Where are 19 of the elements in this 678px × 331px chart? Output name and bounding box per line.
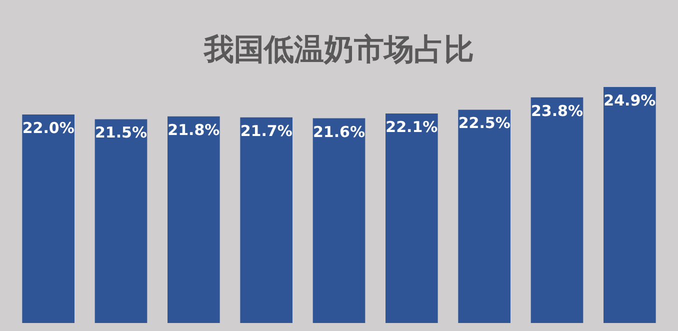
data-label: 21.6% bbox=[312, 122, 366, 141]
bar bbox=[386, 114, 438, 323]
bar bbox=[22, 114, 74, 323]
bar bbox=[604, 87, 656, 323]
data-label: 22.5% bbox=[458, 114, 510, 132]
data-label: 22.0% bbox=[22, 118, 74, 137]
bar bbox=[94, 119, 148, 323]
data-label: 22.1% bbox=[386, 118, 438, 136]
data-label: 23.8% bbox=[530, 102, 584, 120]
bar bbox=[530, 97, 584, 323]
bar bbox=[168, 116, 220, 323]
data-label: 21.7% bbox=[240, 122, 292, 140]
chart-title: 我国低温奶市场占比 bbox=[203, 32, 474, 68]
data-label: 21.8% bbox=[168, 120, 220, 139]
bar bbox=[458, 110, 510, 323]
bar bbox=[312, 118, 366, 323]
bar bbox=[240, 117, 292, 323]
data-label: 24.9% bbox=[604, 92, 656, 110]
data-label: 21.5% bbox=[94, 124, 148, 142]
